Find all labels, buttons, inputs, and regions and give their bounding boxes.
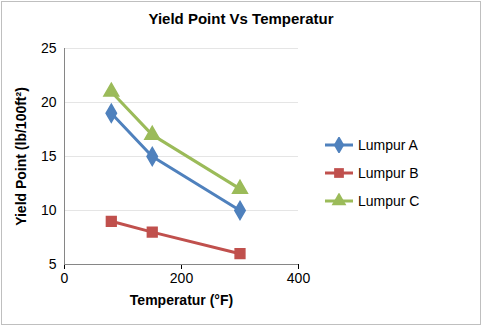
svg-text:20: 20 [41,94,57,110]
svg-text:400: 400 [287,270,311,286]
svg-text:25: 25 [41,40,57,56]
html-text:Lumpur B: Lumpur B [358,165,419,181]
svg-text:5: 5 [49,256,57,272]
svg-text:10: 10 [41,202,57,218]
html-text:Lumpur A: Lumpur A [358,137,418,153]
html-text:Yield Point Vs Temperatur: Yield Point Vs Temperatur [148,10,334,27]
svg-text:200: 200 [170,270,194,286]
svg-text:Yield Point (lb/100ft²): Yield Point (lb/100ft²) [13,87,29,226]
svg-text:Temperatur (°F): Temperatur (°F) [130,292,233,308]
svg-text:0: 0 [61,270,69,286]
svg-text:15: 15 [41,148,57,164]
html-text:Lumpur C: Lumpur C [358,193,420,209]
